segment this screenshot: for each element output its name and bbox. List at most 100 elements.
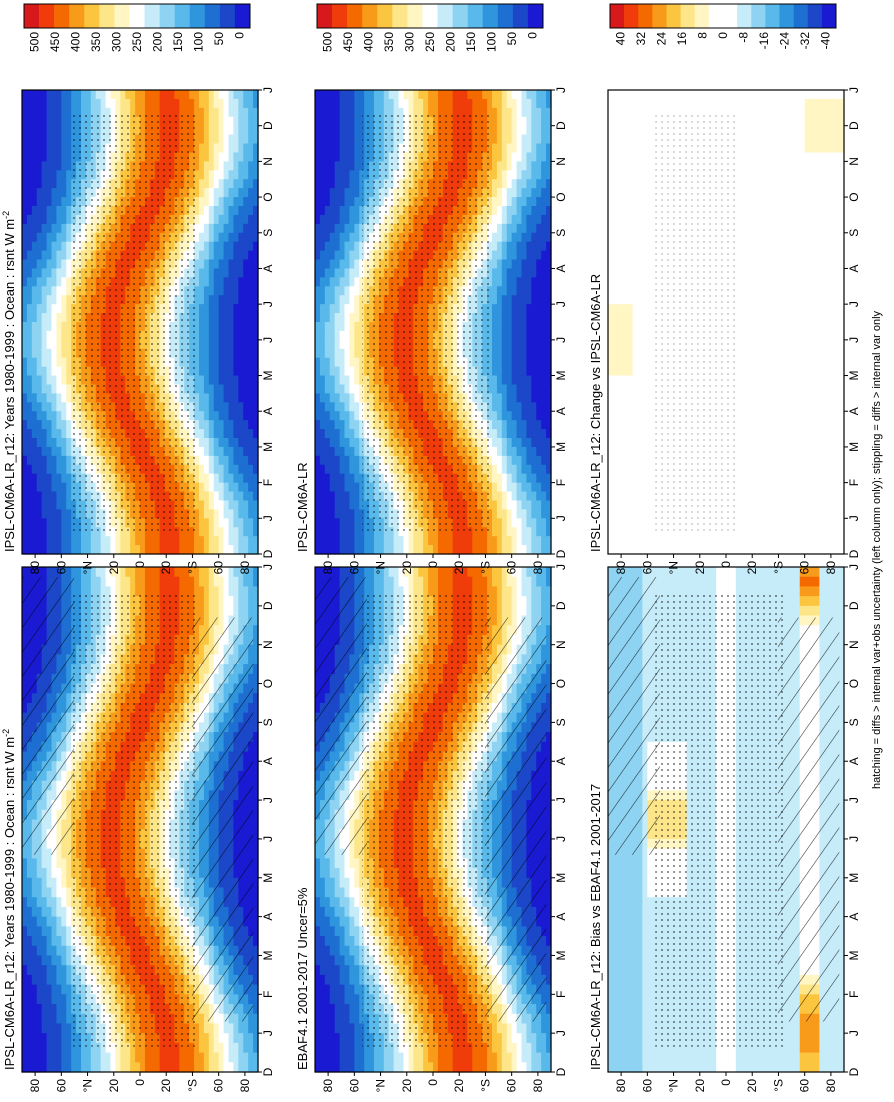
heatmap-cell xyxy=(26,411,33,421)
heatmap-cell xyxy=(233,330,239,341)
heatmap-cell xyxy=(189,98,195,109)
heatmap-cell xyxy=(233,197,239,207)
heatmap-cell xyxy=(223,586,230,597)
heatmap-cell xyxy=(41,125,48,136)
heatmap-cell xyxy=(218,527,225,537)
heatmap-cell xyxy=(208,232,215,243)
heatmap-cell xyxy=(228,286,235,296)
heatmap-cell xyxy=(46,357,53,368)
heatmap-cell xyxy=(208,170,215,180)
heatmap-cell xyxy=(228,241,235,252)
heatmap-cell xyxy=(208,366,215,377)
heatmap-cell xyxy=(179,1042,185,1054)
heatmap-cell xyxy=(46,232,53,243)
heatmap-cell xyxy=(31,357,38,368)
heatmap-cell xyxy=(71,1062,77,1073)
heatmap-cell xyxy=(218,98,225,109)
heatmap-cell xyxy=(208,313,215,323)
heatmap-cell xyxy=(56,868,62,879)
heatmap-cell xyxy=(61,438,67,448)
heatmap-cell xyxy=(189,576,195,588)
heatmap-cell xyxy=(218,259,225,270)
heatmap-cell xyxy=(61,313,67,323)
heatmap-cell xyxy=(223,1042,230,1054)
heatmap-cell xyxy=(115,1062,121,1073)
heatmap-cell xyxy=(243,206,249,216)
heatmap-cell xyxy=(22,295,28,305)
heatmap-cell xyxy=(22,366,28,377)
heatmap-cell xyxy=(51,1013,58,1025)
heatmap-cell xyxy=(130,586,136,597)
heatmap-cell xyxy=(56,357,62,368)
heatmap-cell xyxy=(46,295,53,305)
heatmap-cell xyxy=(120,545,126,555)
heatmap-cell xyxy=(71,98,77,109)
heatmap-cell xyxy=(208,473,215,484)
heatmap-cell xyxy=(253,877,259,889)
heatmap-cell xyxy=(218,500,225,510)
heatmap-cell xyxy=(22,1013,28,1025)
heatmap-cell xyxy=(164,1042,171,1054)
heatmap-cell xyxy=(46,411,53,421)
heatmap-cell xyxy=(218,197,225,207)
heatmap-cell xyxy=(46,116,53,127)
heatmap-cell xyxy=(213,286,220,296)
heatmap-cell xyxy=(22,304,28,314)
heatmap-cell xyxy=(223,384,230,394)
heatmap-cell xyxy=(199,375,205,386)
heatmap-cell xyxy=(22,1004,28,1015)
heatmap-cell xyxy=(66,945,72,957)
heatmap-cell xyxy=(36,339,43,350)
heatmap-cell xyxy=(46,936,53,947)
heatmap-cell xyxy=(213,518,220,528)
heatmap-cell xyxy=(164,576,171,588)
heatmap-cell xyxy=(41,858,48,869)
heatmap-cell xyxy=(125,567,131,578)
heatmap-cell xyxy=(154,527,161,537)
heatmap-cell xyxy=(248,197,254,207)
heatmap-cell xyxy=(22,945,28,957)
heatmap-cell xyxy=(199,98,205,109)
heatmap-cell xyxy=(238,152,244,162)
heatmap-cell xyxy=(238,134,244,145)
heatmap-cell xyxy=(31,438,38,448)
heatmap-cell xyxy=(203,268,210,278)
heatmap-cell xyxy=(61,1023,67,1034)
heatmap-cell xyxy=(213,143,220,154)
heatmap-cell xyxy=(26,527,33,537)
heatmap-cell xyxy=(85,576,92,588)
heatmap-cell xyxy=(208,500,215,510)
heatmap-cell xyxy=(194,1052,200,1063)
heatmap-cell xyxy=(253,926,259,937)
heatmap-cell xyxy=(228,491,235,502)
heatmap-cell xyxy=(238,605,244,617)
heatmap-cell xyxy=(100,1052,107,1063)
heatmap-cell xyxy=(110,567,117,578)
heatmap-cell xyxy=(228,482,235,493)
heatmap-cell xyxy=(56,277,62,287)
heatmap-cell xyxy=(66,143,72,154)
month-tick-label: M xyxy=(261,873,275,883)
heatmap-cell xyxy=(22,348,28,359)
heatmap-cell xyxy=(95,98,102,109)
heatmap-cell xyxy=(238,518,244,528)
heatmap-cell xyxy=(208,536,215,546)
heatmap-cell xyxy=(233,98,239,109)
heatmap-cell xyxy=(36,945,43,957)
heatmap-cell xyxy=(203,567,210,578)
heatmap-cell xyxy=(194,567,200,578)
heatmap-cell xyxy=(223,518,230,528)
heatmap-cell xyxy=(36,170,43,180)
heatmap-cell xyxy=(51,1033,58,1044)
heatmap-cell xyxy=(71,1052,77,1063)
heatmap-cell xyxy=(66,250,72,261)
lat-tick-label: 60 xyxy=(54,1079,68,1093)
heatmap-cell xyxy=(223,1062,230,1073)
heatmap-cell xyxy=(56,858,62,869)
heatmap-cell xyxy=(41,98,48,109)
heatmap-cell xyxy=(218,393,225,403)
heatmap-cell xyxy=(203,596,210,607)
heatmap-cell xyxy=(253,625,259,636)
heatmap-cell xyxy=(140,527,146,537)
heatmap-cell xyxy=(199,250,205,261)
